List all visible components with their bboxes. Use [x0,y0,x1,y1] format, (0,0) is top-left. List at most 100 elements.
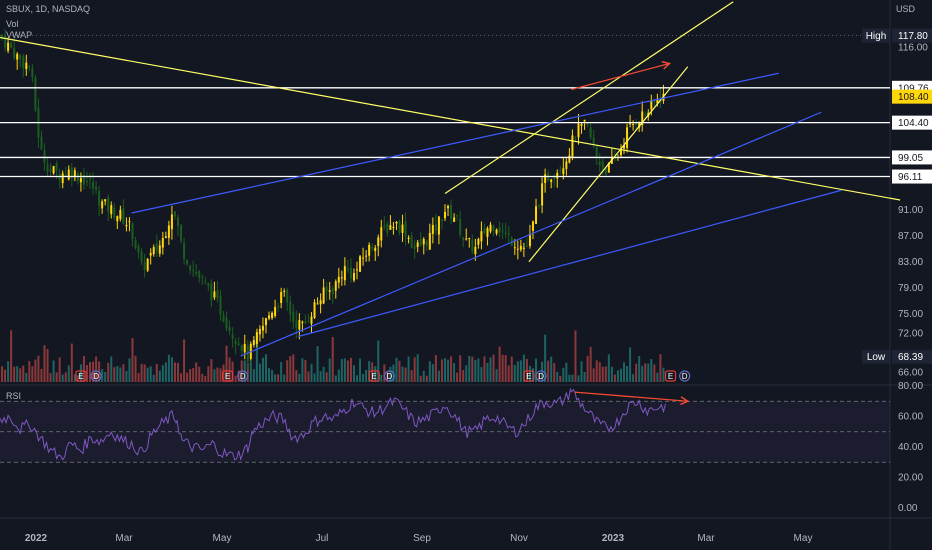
x-tick-label: Mar [697,533,715,544]
candle-body [116,216,119,222]
price-badge-value: 99.05 [898,153,923,164]
candle-body [76,173,79,182]
candle-body [298,320,301,330]
candle-body [592,137,595,146]
candle-body [450,205,453,219]
volume-bar [559,375,562,382]
candle-body [143,262,146,270]
volume-bar [268,368,271,382]
volume-bar [334,375,337,382]
volume-bar [19,368,22,382]
currency-label: USD [896,4,916,14]
volume-bars [1,330,665,382]
volume-bar [604,366,607,382]
candle-body [177,217,179,227]
candle-body [319,300,322,305]
volume-bar [55,372,58,382]
candle-body [337,276,340,283]
volume-bar [213,369,216,382]
candle-body [231,334,234,339]
volume-bar [310,363,313,382]
candle-body [483,228,486,234]
candle-body [7,42,10,51]
candle-body [416,242,419,247]
candle-body [207,282,210,286]
volume-bar [623,362,626,382]
price-badge-tag [862,28,890,43]
candle-body [425,241,428,246]
earnings-badge [664,370,677,382]
volume-bar [228,357,231,382]
candle-body [119,209,122,220]
candle-body [495,229,498,234]
volume-bar [104,371,107,382]
candle-body [228,326,231,332]
trend-line [528,66,689,263]
volume-bar [404,367,407,382]
volume-bar [619,368,622,382]
price-badge [892,28,932,43]
candle-body [377,237,380,246]
candle-body [277,306,280,308]
symbol-header: SBUX, 1D, NASDAQ [6,4,90,14]
volume-bar [592,368,595,382]
candle-body [538,205,541,207]
candle-body [283,290,286,292]
volume-bar [298,373,301,382]
volume-bar [177,362,179,382]
price-badge [892,89,932,104]
candle-body [307,320,310,323]
candle-body [61,173,64,184]
volume-bar [180,373,183,382]
candle-body [167,225,170,238]
volume-bar [352,365,355,382]
event-badge-label: D [682,372,688,381]
volume-bar [219,368,222,382]
volume-bar [113,367,116,382]
volume-bar [410,370,413,382]
vwap-label: VWAP [6,30,33,40]
volume-bar [16,366,19,382]
candle-body [380,227,383,241]
volume-bar [195,362,198,382]
candle-body [498,226,501,233]
candle-body [340,277,343,279]
volume-bar [252,369,255,382]
candle-body [553,176,556,179]
volume-bar [486,362,489,382]
event-badge-label: E [668,372,673,381]
volume-bar [7,361,10,382]
volume-bar [325,372,328,382]
candle-body [544,174,547,183]
candle-body [531,221,534,231]
candle-body [274,306,277,316]
volume-bar [198,366,201,382]
earnings-badge [523,370,535,382]
volume-bar [607,354,610,382]
candle-body [213,291,216,298]
volume-bar [471,356,474,382]
volume-bar [477,358,480,382]
candle-body [346,268,349,270]
dividend-badge [237,370,249,382]
candle-body [73,170,76,178]
candle-body [528,234,531,247]
price-badge-name: Low [867,352,886,363]
volume-bar [459,355,462,382]
candle-body [434,224,437,231]
volume-bar [538,373,541,382]
candle-body [222,314,225,322]
candle-body [589,127,592,138]
divergence-arrow [571,62,670,91]
volume-bar [610,366,613,382]
candle-body [610,158,613,164]
volume-bar [85,365,88,382]
candle-body [313,302,316,318]
volume-bar [656,372,659,382]
volume-bar [73,374,76,382]
volume-bar [401,366,404,382]
volume-bar [52,360,55,382]
trend-line [298,189,842,338]
volume-bar [110,356,113,382]
